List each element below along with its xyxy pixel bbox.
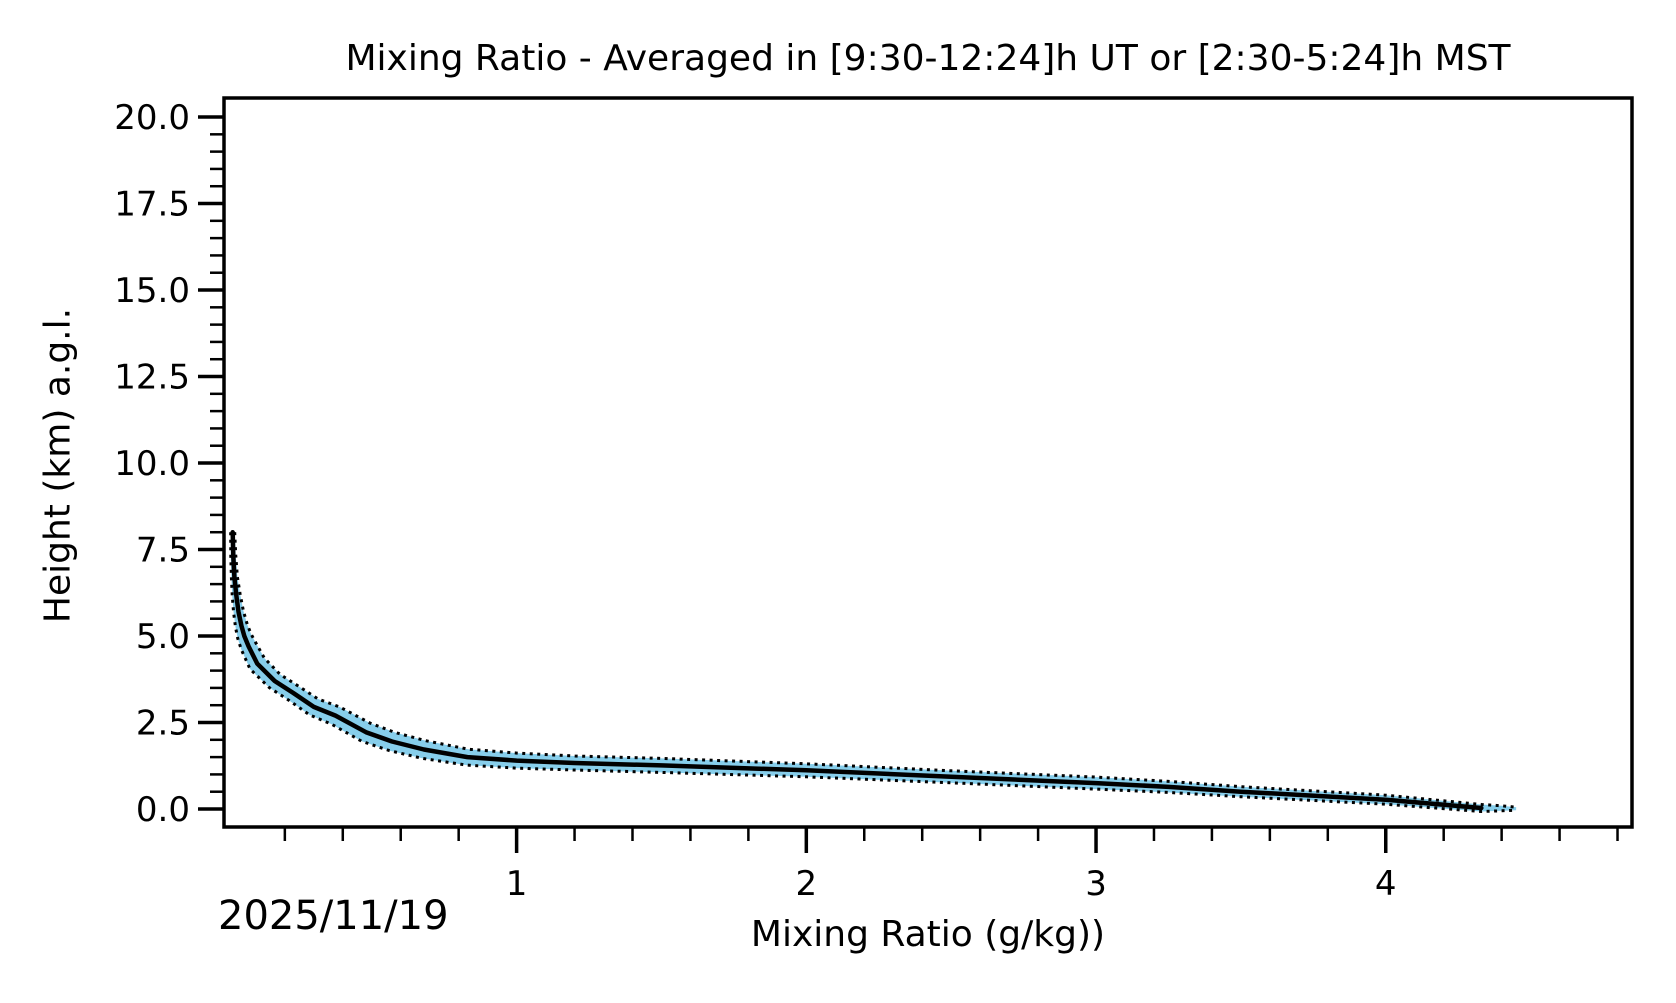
y-tick-label: 7.5 <box>136 531 190 571</box>
x-tick-label: 4 <box>1375 864 1397 904</box>
y-axis-label: Height (km) a.g.l. <box>37 307 79 624</box>
date-annotation: 2025/11/19 <box>218 893 449 939</box>
mean-profile-line <box>230 529 1484 811</box>
x-tick-label: 2 <box>796 864 818 904</box>
uncertainty-band-upper-edge <box>229 532 1517 814</box>
uncertainty-band-lower-edge <box>233 532 1517 809</box>
y-tick-label: 12.5 <box>114 358 190 398</box>
uncertainty-band-fill <box>230 532 1517 812</box>
x-tick-label: 1 <box>506 864 528 904</box>
y-tick-label: 15.0 <box>114 271 190 311</box>
y-tick-label: 0.0 <box>136 790 190 830</box>
y-tick-label: 5.0 <box>136 617 190 657</box>
x-axis-label: Mixing Ratio (g/kg)) <box>750 914 1106 955</box>
axes-spines <box>222 96 1634 829</box>
chart-title: Mixing Ratio - Averaged in [9:30-12:24]h… <box>345 38 1511 79</box>
y-tick-label: 10.0 <box>114 444 190 484</box>
y-tick-label: 2.5 <box>136 704 190 744</box>
y-tick-label: 20.0 <box>114 98 190 138</box>
y-tick-label: 17.5 <box>114 185 190 225</box>
x-tick-label: 3 <box>1085 864 1107 904</box>
